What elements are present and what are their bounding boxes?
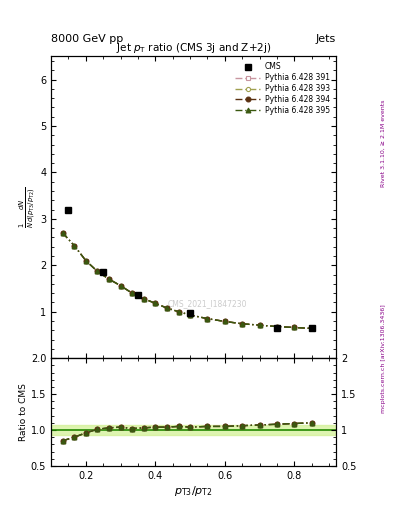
Pythia 6.428 394 <box>188 312 193 318</box>
CMS <box>136 292 140 298</box>
Pythia 6.428 395 <box>118 283 123 289</box>
Pythia 6.428 393 <box>118 283 123 289</box>
Pythia 6.428 394 <box>240 321 244 327</box>
Line: Pythia 6.428 394: Pythia 6.428 394 <box>60 230 314 331</box>
CMS <box>66 207 71 214</box>
Pythia 6.428 391 <box>222 318 227 325</box>
Pythia 6.428 393 <box>83 258 88 264</box>
Pythia 6.428 391 <box>95 268 100 274</box>
Line: CMS: CMS <box>65 207 315 331</box>
Pythia 6.428 395 <box>141 295 146 302</box>
Pythia 6.428 393 <box>292 325 297 331</box>
CMS <box>275 325 279 331</box>
Pythia 6.428 394 <box>205 315 210 322</box>
Pythia 6.428 394 <box>176 309 181 315</box>
Pythia 6.428 394 <box>60 230 65 236</box>
Pythia 6.428 393 <box>257 322 262 328</box>
Y-axis label: $\frac{1}{N}\frac{dN}{d(p_{\mathrm{T3}}/p_{\mathrm{T2}})}$: $\frac{1}{N}\frac{dN}{d(p_{\mathrm{T3}}/… <box>17 186 37 228</box>
Pythia 6.428 391 <box>188 312 193 318</box>
Pythia 6.428 393 <box>275 324 279 330</box>
Pythia 6.428 393 <box>309 325 314 331</box>
Pythia 6.428 393 <box>95 268 100 274</box>
Pythia 6.428 393 <box>176 309 181 315</box>
Pythia 6.428 394 <box>309 325 314 331</box>
CMS <box>188 310 193 316</box>
Pythia 6.428 394 <box>164 305 169 311</box>
Pythia 6.428 391 <box>240 321 244 327</box>
Pythia 6.428 391 <box>107 276 112 282</box>
Pythia 6.428 391 <box>60 230 65 236</box>
Pythia 6.428 395 <box>83 258 88 264</box>
Line: Pythia 6.428 391: Pythia 6.428 391 <box>61 231 314 331</box>
Pythia 6.428 395 <box>309 325 314 331</box>
Pythia 6.428 395 <box>95 268 100 274</box>
Pythia 6.428 395 <box>292 325 297 331</box>
Pythia 6.428 393 <box>188 312 193 318</box>
Pythia 6.428 391 <box>118 283 123 289</box>
Pythia 6.428 394 <box>222 318 227 325</box>
Text: CMS_2021_I1847230: CMS_2021_I1847230 <box>168 300 248 308</box>
Pythia 6.428 394 <box>118 283 123 289</box>
Pythia 6.428 391 <box>72 243 77 249</box>
Pythia 6.428 395 <box>240 321 244 327</box>
Line: Pythia 6.428 393: Pythia 6.428 393 <box>61 231 314 331</box>
Bar <box>51 425 336 435</box>
Pythia 6.428 393 <box>107 276 112 282</box>
CMS <box>309 325 314 331</box>
Pythia 6.428 394 <box>72 243 77 249</box>
Text: 8000 GeV pp: 8000 GeV pp <box>51 33 123 44</box>
Pythia 6.428 391 <box>292 325 297 331</box>
Y-axis label: Ratio to CMS: Ratio to CMS <box>19 383 28 441</box>
Pythia 6.428 395 <box>176 309 181 315</box>
Pythia 6.428 393 <box>164 305 169 311</box>
Pythia 6.428 395 <box>222 318 227 325</box>
Pythia 6.428 395 <box>72 243 77 249</box>
Pythia 6.428 393 <box>60 230 65 236</box>
Pythia 6.428 395 <box>188 312 193 318</box>
Pythia 6.428 391 <box>176 309 181 315</box>
Text: mcplots.cern.ch [arXiv:1306.3436]: mcplots.cern.ch [arXiv:1306.3436] <box>381 304 386 413</box>
Legend: CMS, Pythia 6.428 391, Pythia 6.428 393, Pythia 6.428 394, Pythia 6.428 395: CMS, Pythia 6.428 391, Pythia 6.428 393,… <box>233 60 332 117</box>
Pythia 6.428 391 <box>309 325 314 331</box>
Pythia 6.428 391 <box>257 322 262 328</box>
Pythia 6.428 395 <box>205 315 210 322</box>
Pythia 6.428 394 <box>275 324 279 330</box>
Pythia 6.428 394 <box>141 295 146 302</box>
Text: Jets: Jets <box>316 33 336 44</box>
Pythia 6.428 393 <box>130 290 134 296</box>
Text: Rivet 3.1.10, ≥ 2.1M events: Rivet 3.1.10, ≥ 2.1M events <box>381 100 386 187</box>
Pythia 6.428 393 <box>222 318 227 325</box>
CMS <box>101 269 106 275</box>
Pythia 6.428 395 <box>60 230 65 236</box>
Pythia 6.428 391 <box>153 300 158 306</box>
Line: Pythia 6.428 395: Pythia 6.428 395 <box>60 230 314 331</box>
Pythia 6.428 395 <box>153 300 158 306</box>
Pythia 6.428 393 <box>240 321 244 327</box>
X-axis label: $p_{\mathrm{T3}}/p_{\mathrm{T2}}$: $p_{\mathrm{T3}}/p_{\mathrm{T2}}$ <box>174 483 213 498</box>
Pythia 6.428 395 <box>164 305 169 311</box>
Pythia 6.428 394 <box>83 258 88 264</box>
Pythia 6.428 393 <box>153 300 158 306</box>
Pythia 6.428 391 <box>83 258 88 264</box>
Title: Jet $p_{\mathrm{T}}$ ratio (CMS 3j and Z+2j): Jet $p_{\mathrm{T}}$ ratio (CMS 3j and Z… <box>116 41 271 55</box>
Pythia 6.428 394 <box>130 290 134 296</box>
Pythia 6.428 391 <box>164 305 169 311</box>
Pythia 6.428 394 <box>257 322 262 328</box>
Pythia 6.428 395 <box>107 276 112 282</box>
Pythia 6.428 394 <box>107 276 112 282</box>
Pythia 6.428 391 <box>275 324 279 330</box>
Pythia 6.428 393 <box>141 295 146 302</box>
Pythia 6.428 395 <box>257 322 262 328</box>
Pythia 6.428 394 <box>95 268 100 274</box>
Pythia 6.428 393 <box>205 315 210 322</box>
Pythia 6.428 391 <box>205 315 210 322</box>
Pythia 6.428 395 <box>130 290 134 296</box>
Pythia 6.428 394 <box>292 325 297 331</box>
Pythia 6.428 394 <box>153 300 158 306</box>
Pythia 6.428 391 <box>141 295 146 302</box>
Pythia 6.428 395 <box>275 324 279 330</box>
Pythia 6.428 391 <box>130 290 134 296</box>
Pythia 6.428 393 <box>72 243 77 249</box>
